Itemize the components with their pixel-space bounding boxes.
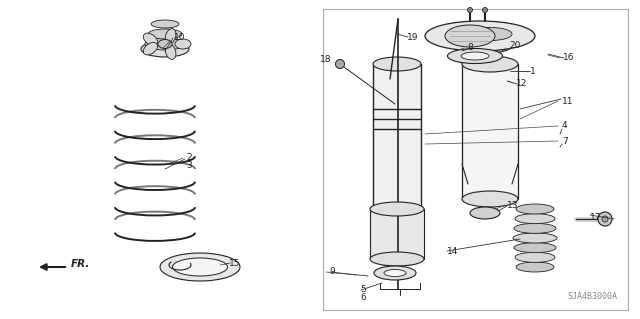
Ellipse shape [370, 202, 424, 216]
Bar [370, 209, 424, 259]
Ellipse shape [514, 223, 556, 233]
Text: 2: 2 [186, 152, 191, 161]
Ellipse shape [160, 253, 240, 281]
Ellipse shape [165, 44, 176, 59]
Ellipse shape [515, 252, 555, 262]
Text: 1: 1 [530, 66, 536, 76]
Ellipse shape [165, 29, 176, 44]
Text: SJA4B3000A: SJA4B3000A [567, 292, 617, 301]
Ellipse shape [465, 31, 515, 53]
Bar [323, 9, 628, 310]
Text: 13: 13 [507, 201, 518, 210]
Bar [462, 64, 518, 199]
Ellipse shape [513, 233, 557, 243]
Ellipse shape [151, 20, 179, 28]
Ellipse shape [468, 27, 512, 41]
Ellipse shape [598, 212, 612, 226]
Ellipse shape [516, 204, 554, 214]
Ellipse shape [483, 8, 488, 12]
Text: 10: 10 [174, 33, 186, 42]
Ellipse shape [335, 60, 344, 69]
Ellipse shape [370, 252, 424, 266]
Ellipse shape [602, 216, 608, 222]
Ellipse shape [462, 56, 518, 72]
Ellipse shape [514, 243, 556, 253]
Ellipse shape [373, 57, 421, 71]
Ellipse shape [467, 8, 472, 12]
Ellipse shape [143, 42, 157, 55]
Ellipse shape [461, 52, 489, 60]
Ellipse shape [373, 252, 421, 266]
Ellipse shape [145, 38, 185, 50]
Text: 17: 17 [590, 213, 602, 222]
Text: 6: 6 [360, 293, 365, 302]
Text: 15: 15 [229, 259, 241, 269]
Text: 14: 14 [447, 247, 458, 256]
Text: 19: 19 [407, 33, 419, 41]
Ellipse shape [462, 191, 518, 207]
Ellipse shape [425, 21, 535, 51]
Ellipse shape [516, 262, 554, 272]
Text: 7: 7 [562, 137, 568, 145]
Text: 11: 11 [562, 97, 573, 106]
Ellipse shape [447, 48, 502, 63]
Ellipse shape [374, 266, 416, 280]
Text: 3: 3 [186, 160, 192, 169]
Text: 16: 16 [563, 53, 575, 62]
Text: 5: 5 [360, 286, 365, 294]
Text: 8: 8 [467, 42, 473, 51]
Ellipse shape [470, 207, 500, 219]
Ellipse shape [445, 25, 495, 47]
Ellipse shape [143, 33, 157, 46]
Ellipse shape [158, 40, 172, 48]
Text: 12: 12 [516, 78, 527, 87]
Ellipse shape [173, 258, 227, 276]
Ellipse shape [384, 270, 406, 277]
Ellipse shape [148, 29, 182, 39]
Text: FR.: FR. [71, 259, 90, 269]
Text: 20: 20 [509, 41, 520, 50]
Ellipse shape [175, 39, 191, 49]
Text: 9: 9 [329, 268, 335, 277]
Text: 18: 18 [320, 56, 332, 64]
Ellipse shape [515, 214, 555, 224]
Bar [373, 64, 421, 259]
Ellipse shape [141, 41, 189, 57]
Text: 4: 4 [562, 122, 568, 130]
